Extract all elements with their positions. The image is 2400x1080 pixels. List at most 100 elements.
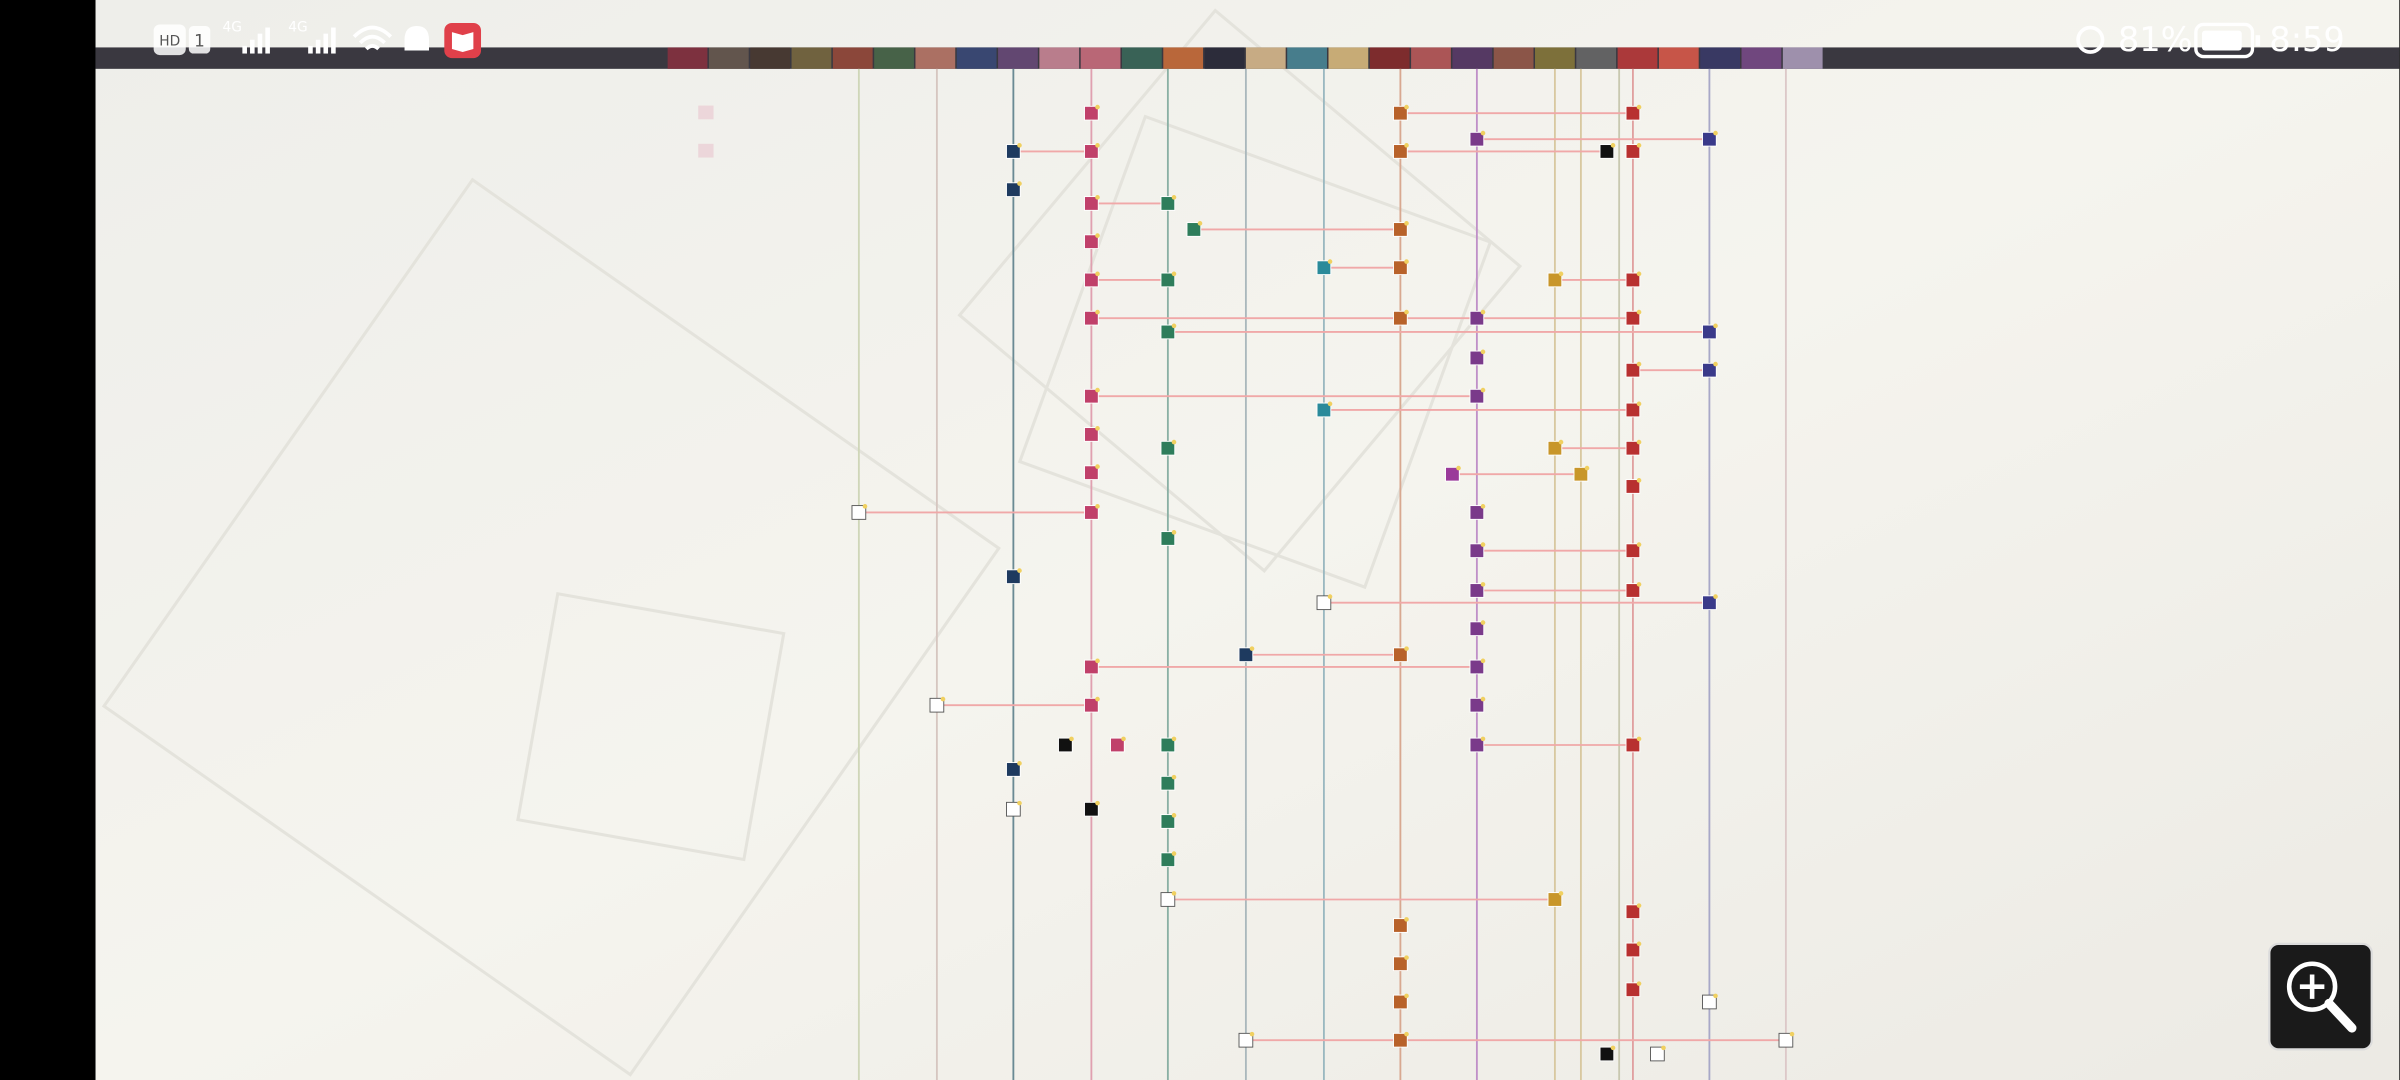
story-node[interactable]	[1160, 737, 1176, 753]
story-node[interactable]	[1084, 234, 1099, 250]
story-node[interactable]	[851, 505, 867, 520]
story-node[interactable]	[1702, 362, 1717, 378]
story-node[interactable]	[1393, 260, 1408, 276]
story-node[interactable]	[1625, 402, 1641, 418]
story-node[interactable]	[1393, 144, 1408, 159]
story-node[interactable]	[1469, 621, 1485, 637]
story-node[interactable]	[1625, 310, 1641, 326]
story-node[interactable]	[1469, 388, 1485, 404]
story-node[interactable]	[1625, 982, 1641, 998]
story-node[interactable]	[1058, 737, 1073, 753]
story-node[interactable]	[1160, 440, 1176, 456]
story-node[interactable]	[1006, 569, 1021, 585]
story-node[interactable]	[1084, 310, 1099, 326]
story-node[interactable]	[1084, 272, 1099, 288]
story-node[interactable]	[1625, 272, 1641, 288]
story-node[interactable]	[1160, 196, 1176, 211]
story-node[interactable]	[1625, 362, 1641, 378]
story-node[interactable]	[1625, 942, 1641, 958]
story-node[interactable]	[1393, 994, 1408, 1010]
story-node[interactable]	[1160, 324, 1176, 340]
story-node[interactable]	[1625, 904, 1641, 920]
chapter-thumb	[1617, 47, 1658, 69]
story-node[interactable]	[1547, 892, 1563, 907]
story-node[interactable]	[1160, 814, 1176, 829]
story-node[interactable]	[1084, 465, 1099, 481]
story-node[interactable]	[1084, 427, 1099, 442]
story-node[interactable]	[1469, 583, 1485, 598]
story-node[interactable]	[1006, 144, 1021, 159]
chapter-thumb	[1741, 47, 1782, 69]
node-badge	[1017, 761, 1022, 766]
story-node[interactable]	[1625, 440, 1641, 456]
zoom-button[interactable]	[2268, 942, 2373, 1051]
story-node[interactable]	[1573, 466, 1589, 482]
node-badge	[1095, 143, 1100, 148]
story-node[interactable]	[1469, 131, 1485, 147]
story-node[interactable]	[1702, 324, 1717, 340]
story-node[interactable]	[1084, 659, 1099, 675]
story-node[interactable]	[1006, 801, 1021, 817]
story-node[interactable]	[1625, 479, 1641, 494]
node-badge	[1404, 646, 1409, 651]
story-node[interactable]	[1316, 260, 1332, 276]
zoom-button-bg[interactable]	[2268, 942, 2373, 1051]
story-node[interactable]	[1469, 543, 1485, 559]
story-node[interactable]	[1393, 310, 1408, 326]
node-badge	[1017, 568, 1022, 573]
story-node[interactable]	[1316, 402, 1332, 418]
story-node[interactable]	[1625, 583, 1641, 598]
story-node[interactable]	[1238, 647, 1254, 663]
story-node[interactable]	[1316, 595, 1332, 611]
story-node[interactable]	[1160, 892, 1176, 907]
story-node[interactable]	[1650, 1046, 1665, 1062]
node-badge	[1249, 646, 1255, 651]
story-node[interactable]	[1625, 105, 1641, 121]
story-node[interactable]	[1778, 1032, 1794, 1048]
story-node[interactable]	[1084, 144, 1099, 159]
story-node[interactable]	[1160, 272, 1176, 288]
story-node[interactable]	[1186, 222, 1202, 237]
story-node[interactable]	[1084, 388, 1099, 404]
story-node[interactable]	[1393, 647, 1408, 663]
story-node[interactable]	[1625, 737, 1641, 753]
story-node[interactable]	[1702, 595, 1717, 611]
story-node[interactable]	[1599, 1046, 1615, 1062]
story-node[interactable]	[1006, 762, 1021, 777]
story-node[interactable]	[1625, 144, 1641, 159]
story-node[interactable]	[1084, 105, 1099, 121]
story-node[interactable]	[1110, 737, 1125, 753]
story-node[interactable]	[1238, 1032, 1254, 1048]
story-node[interactable]	[1160, 531, 1176, 546]
chapter-thumb	[1204, 47, 1245, 69]
story-node[interactable]	[1599, 144, 1615, 159]
story-node[interactable]	[1469, 505, 1485, 520]
chapter-thumb	[1493, 47, 1534, 69]
story-node[interactable]	[1445, 466, 1460, 482]
story-node[interactable]	[1160, 852, 1176, 868]
story-node[interactable]	[1469, 659, 1485, 675]
story-node[interactable]	[1006, 182, 1021, 198]
story-node[interactable]	[1469, 737, 1485, 753]
story-node[interactable]	[1393, 918, 1408, 933]
story-node[interactable]	[1625, 543, 1641, 559]
story-node[interactable]	[1084, 697, 1099, 713]
story-node[interactable]	[1547, 440, 1563, 456]
story-node[interactable]	[1547, 272, 1563, 288]
story-node[interactable]	[1084, 196, 1099, 211]
story-node[interactable]	[1393, 105, 1408, 121]
node-badge	[1171, 774, 1177, 780]
story-node[interactable]	[929, 697, 945, 713]
story-node[interactable]	[1393, 956, 1408, 972]
story-node[interactable]	[1084, 505, 1099, 520]
story-node[interactable]	[1702, 131, 1717, 147]
story-node[interactable]	[1393, 1032, 1408, 1048]
story-node[interactable]	[1084, 801, 1099, 817]
story-node[interactable]	[1702, 994, 1717, 1010]
story-node[interactable]	[1469, 310, 1485, 326]
story-node[interactable]	[1469, 350, 1485, 366]
story-node[interactable]	[1393, 222, 1408, 237]
node-badge	[1095, 426, 1100, 431]
story-node[interactable]	[1160, 775, 1176, 791]
story-node[interactable]	[1469, 697, 1485, 713]
